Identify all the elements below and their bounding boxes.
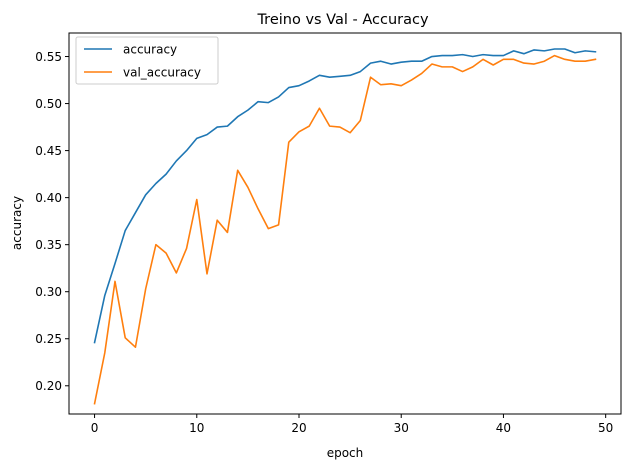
x-tick-label: 30 — [394, 421, 409, 435]
legend-label-accuracy: accuracy — [123, 43, 177, 57]
legend-label-val-accuracy: val_accuracy — [123, 66, 201, 80]
y-tick-label: 0.40 — [35, 191, 62, 205]
plot-frame — [68, 32, 622, 415]
y-tick-label: 0.25 — [35, 332, 62, 346]
y-tick-label: 0.45 — [35, 144, 62, 158]
x-tick-label: 40 — [496, 421, 511, 435]
x-axis-label: epoch — [327, 446, 364, 460]
y-tick-label: 0.20 — [35, 379, 62, 393]
chart-title: Treino vs Val - Accuracy — [256, 12, 429, 28]
y-tick-label: 0.35 — [35, 238, 62, 252]
x-tick-label: 0 — [91, 421, 99, 435]
x-tick-label: 20 — [291, 421, 306, 435]
plot-area: 0 10 20 30 40 50 0.20 0.25 0.30 0.35 0.40 0.45 0.50 0… — [35, 48, 613, 435]
y-tick-label: 0.50 — [35, 97, 62, 111]
series-line-accuracy — [93, 48, 597, 344]
x-tick-label: 10 — [189, 421, 204, 435]
y-tick-label: 0.55 — [35, 50, 62, 64]
series-line-val-accuracy — [93, 54, 597, 405]
y-axis-label: accuracy — [10, 196, 24, 250]
legend: accuracy val_accuracy — [75, 36, 219, 85]
y-tick-label: 0.30 — [35, 285, 62, 299]
x-tick-label: 50 — [598, 421, 613, 435]
